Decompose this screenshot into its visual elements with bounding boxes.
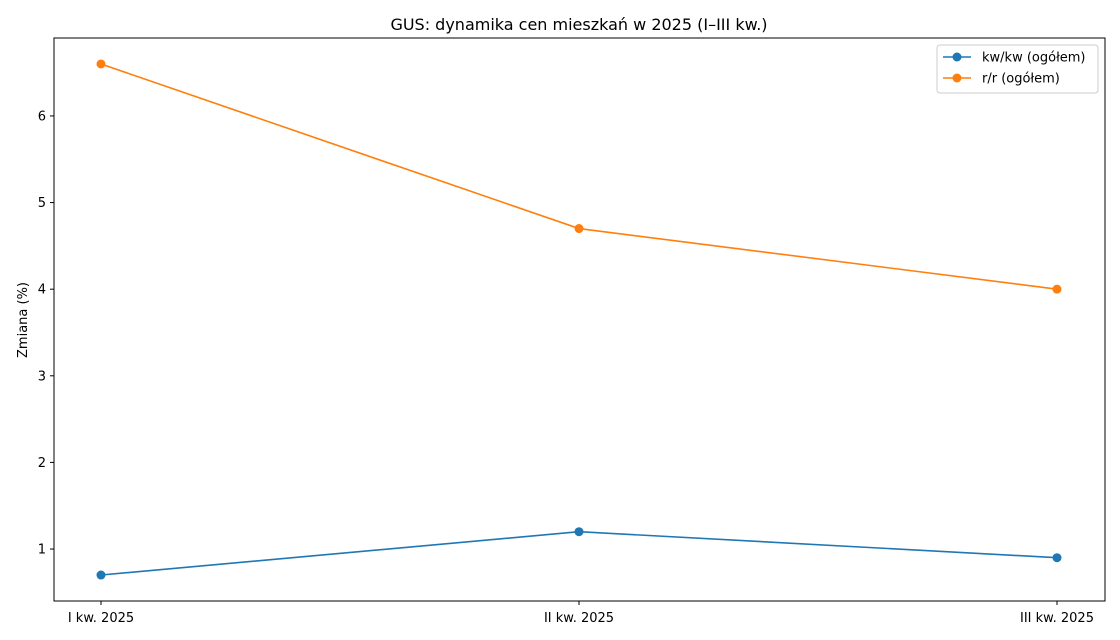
legend-swatch-marker (952, 73, 962, 83)
plot-area: 1 2 3 4 5 6 I kw. 2025 II kw. 2025 III kw. 2025 (38, 59, 1094, 626)
data-point (96, 59, 106, 69)
y-tick-label: 3 (38, 369, 46, 384)
legend-swatch-marker (952, 52, 962, 62)
legend-label: r/r (ogółem) (982, 72, 1060, 87)
x-tick-label: II kw. 2025 (544, 611, 614, 626)
y-tick-label: 1 (38, 543, 46, 558)
y-tick-label: 4 (38, 283, 46, 298)
legend: kw/kw (ogółem) r/r (ogółem) (936, 44, 1099, 94)
data-point (1052, 553, 1062, 563)
y-tick-label: 2 (38, 456, 46, 471)
legend-label: kw/kw (ogółem) (982, 51, 1086, 66)
x-tick-label: III kw. 2025 (1020, 611, 1094, 626)
data-point (574, 527, 584, 537)
data-point (574, 224, 584, 234)
series-line-1 (100, 530, 1058, 576)
y-axis-label: Zmiana (%) (16, 282, 31, 358)
data-point (1052, 284, 1062, 294)
plot-frame (53, 37, 1106, 602)
chart-title: GUS: dynamika cen mieszkań w 2025 (I–III… (390, 15, 767, 34)
y-tick-label: 6 (38, 109, 46, 124)
data-point (96, 570, 106, 580)
legend-box (936, 44, 1099, 94)
y-tick-label: 5 (38, 196, 46, 211)
series-line-2 (100, 63, 1058, 290)
x-tick-label: I kw. 2025 (68, 611, 134, 626)
